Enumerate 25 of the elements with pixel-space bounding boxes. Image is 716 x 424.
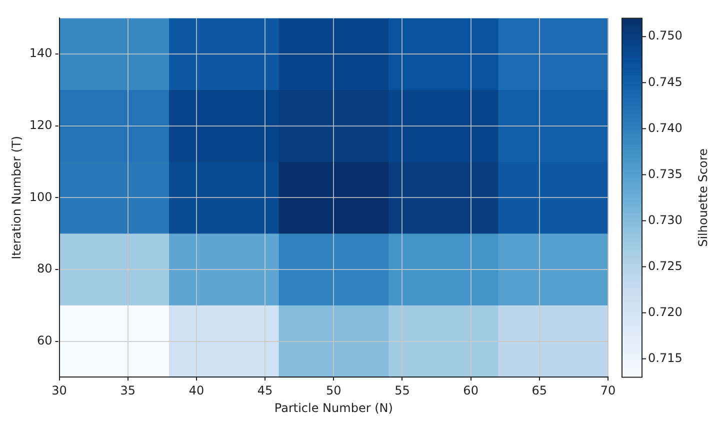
color-bar-label: 0.715 <box>648 350 682 365</box>
y-tick-label: 60 <box>37 333 52 348</box>
x-tick-label: 50 <box>326 384 342 398</box>
x-tick-label: 45 <box>257 384 273 398</box>
x-tick-label: 70 <box>600 384 616 398</box>
color-bar-label: 0.725 <box>648 258 682 273</box>
color-bar-label: 0.745 <box>648 74 682 89</box>
x-tick-label: 60 <box>463 384 478 398</box>
color-bar-label: 0.720 <box>648 304 682 319</box>
color-bar-label: 0.730 <box>648 212 682 227</box>
x-tick-label: 65 <box>532 384 548 398</box>
y-tick-label: 140 <box>29 46 52 60</box>
x-tick-label: 30 <box>52 384 67 398</box>
x-tick-label: 40 <box>188 384 204 398</box>
x-tick-label: 35 <box>120 384 136 398</box>
color-bar-label: 0.735 <box>648 166 682 181</box>
y-tick-label: 80 <box>37 262 52 276</box>
x-axis-title: Particle Number (N) <box>274 400 393 415</box>
y-tick-label: 100 <box>29 190 52 204</box>
y-axis-title: Iteration Number (T) <box>9 136 24 260</box>
x-tick-label: 55 <box>394 384 410 398</box>
color-bar-label: 0.740 <box>648 120 682 135</box>
color-bar-label: 0.750 <box>648 28 682 43</box>
y-tick-label: 120 <box>29 118 52 132</box>
color-bar-title: Silhouette Score <box>696 148 710 247</box>
